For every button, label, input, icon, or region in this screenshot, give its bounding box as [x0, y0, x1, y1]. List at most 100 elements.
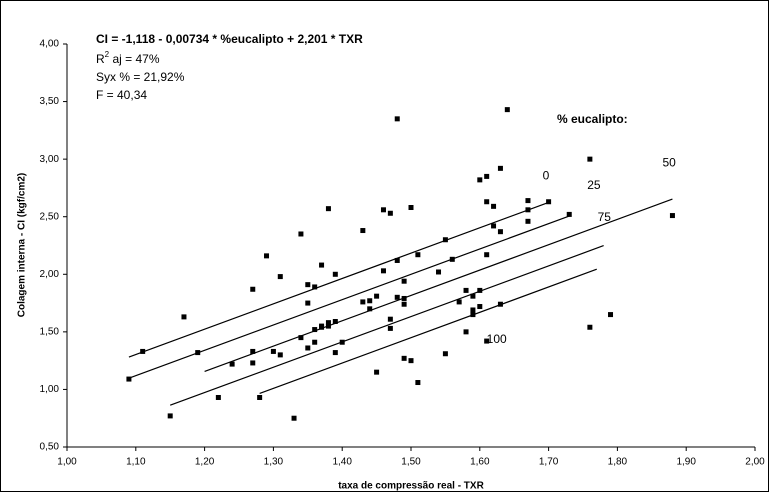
point [250, 348, 256, 354]
r2: R2 aj = 47% [96, 50, 160, 66]
point [215, 394, 221, 400]
x-tick-label: 1,10 [126, 457, 146, 468]
fit-label: 25 [587, 178, 601, 192]
x-tick-label: 1,40 [332, 457, 352, 468]
point [436, 269, 442, 275]
point [229, 361, 235, 367]
point [497, 229, 503, 235]
point [298, 335, 304, 341]
fit-line [128, 215, 570, 379]
syx: Syx % = 21,92% [96, 70, 185, 84]
point [477, 177, 483, 183]
r2-rest: aj = 47% [109, 52, 160, 66]
y-axis-title: Colagem interna - CI (kgf/cm2) [17, 173, 28, 317]
point [126, 376, 132, 382]
point [305, 345, 311, 351]
point [415, 252, 421, 258]
point [504, 107, 510, 113]
point [270, 348, 276, 354]
point [497, 165, 503, 171]
point [470, 293, 476, 299]
point [380, 207, 386, 213]
point [401, 355, 407, 361]
point [360, 299, 366, 305]
fit-line [204, 198, 673, 373]
x-tick-label: 1,90 [676, 457, 696, 468]
point [319, 324, 325, 330]
point [546, 199, 552, 205]
point [374, 369, 380, 375]
point [367, 306, 373, 312]
r2-prefix: R [96, 52, 105, 66]
point [442, 237, 448, 243]
point [394, 257, 400, 263]
x-axis-title: taxa de compressão real - TXR [338, 481, 484, 492]
point [305, 300, 311, 306]
point [312, 284, 318, 290]
y-tick-label: 1,00 [40, 384, 60, 395]
point [463, 287, 469, 293]
point [566, 211, 572, 217]
y-tick-label: 1,50 [40, 326, 60, 337]
point [167, 413, 173, 419]
point [491, 223, 497, 229]
point [608, 312, 614, 318]
point [374, 293, 380, 299]
point [408, 205, 414, 211]
point [367, 298, 373, 304]
r2-sup: 2 [105, 50, 110, 59]
y-tick-label: 3,00 [40, 154, 60, 165]
point [484, 252, 490, 258]
point [181, 314, 187, 320]
point [669, 213, 675, 219]
point [394, 294, 400, 300]
point [477, 304, 483, 310]
point [332, 350, 338, 356]
point [408, 358, 414, 364]
point [463, 329, 469, 335]
point [325, 320, 331, 326]
y-tick-label: 3,50 [40, 96, 60, 107]
point [401, 301, 407, 307]
point [264, 253, 270, 259]
point [387, 316, 393, 322]
point [380, 268, 386, 274]
fit-line [259, 268, 597, 395]
equation: CI = -1,118 - 0,00734 * %eucalipto + 2,2… [96, 32, 363, 46]
x-tick-label: 1,60 [470, 457, 490, 468]
point [415, 380, 421, 386]
point [470, 307, 476, 313]
point [360, 228, 366, 234]
y-tick-label: 0,50 [40, 442, 60, 453]
point [305, 282, 311, 288]
point [587, 324, 593, 330]
x-tick-label: 1,70 [539, 457, 559, 468]
point [325, 206, 331, 212]
fit-label: 75 [598, 210, 612, 224]
point [387, 325, 393, 331]
point [298, 231, 304, 237]
point [312, 327, 318, 333]
fit-line [169, 245, 604, 406]
point [277, 352, 283, 358]
point [250, 360, 256, 366]
point [291, 415, 297, 421]
point [387, 210, 393, 216]
x-tick-label: 1,50 [401, 457, 421, 468]
fit-label: 0 [543, 169, 550, 183]
x-tick-label: 1,30 [264, 457, 284, 468]
point [477, 287, 483, 293]
x-tick-label: 1,20 [195, 457, 215, 468]
point [250, 286, 256, 292]
point [484, 173, 490, 179]
point [484, 199, 490, 205]
point [442, 351, 448, 357]
y-tick-label: 4,00 [40, 39, 60, 50]
point [491, 203, 497, 209]
f-stat: F = 40,34 [96, 88, 147, 102]
point [332, 318, 338, 324]
x-tick-label: 1,80 [608, 457, 628, 468]
point [394, 116, 400, 122]
